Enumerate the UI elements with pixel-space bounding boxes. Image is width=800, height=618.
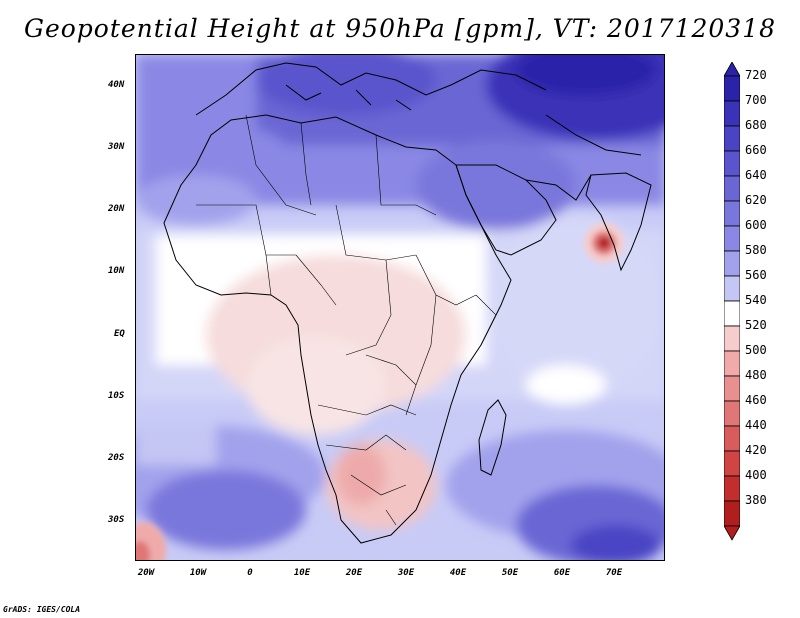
colorbar-label-540: 540 — [745, 293, 767, 307]
colorbar-swatch-480 — [723, 375, 741, 402]
colorbar-swatch-500 — [723, 350, 741, 377]
colorbar-label-560: 560 — [745, 268, 767, 282]
lat-label-30n: 30N — [108, 142, 125, 152]
colorbar-swatch-680 — [723, 125, 741, 152]
grads-credit: GrADS: IGES/COLA — [3, 605, 81, 614]
colorbar-label-480: 480 — [745, 368, 767, 382]
colorbar-bottom-arrow — [723, 525, 741, 541]
colorbar-swatch-700 — [723, 100, 741, 127]
colorbar-label-580: 580 — [745, 243, 767, 257]
colorbar-swatch-420 — [723, 450, 741, 477]
map-panel — [135, 54, 665, 561]
lon-label-20w: 20W — [137, 568, 155, 578]
colorbar-label-700: 700 — [745, 93, 767, 107]
low-centers — [136, 223, 624, 560]
colorbar-label-400: 400 — [745, 468, 767, 482]
colorbar-swatch-400 — [723, 475, 741, 502]
colorbar-swatch-660 — [723, 150, 741, 177]
colorbar-swatch-640 — [723, 175, 741, 202]
colorbar-swatch-460 — [723, 400, 741, 427]
lon-label-20e: 20E — [345, 568, 363, 578]
colorbar-svg — [723, 61, 741, 541]
colorbar-label-440: 440 — [745, 418, 767, 432]
colorbar-swatch-560 — [723, 275, 741, 302]
lat-label-20n: 20N — [108, 204, 125, 214]
height-field — [136, 55, 664, 560]
colorbar-swatch-540 — [723, 300, 741, 327]
lon-label-60e: 60E — [553, 568, 571, 578]
lon-label-10w: 10W — [189, 568, 207, 578]
colorbar-label-380: 380 — [745, 493, 767, 507]
lat-label-30s: 30S — [108, 515, 125, 525]
lon-label-40e: 40E — [449, 568, 467, 578]
coastlines — [163, 62, 652, 544]
country-borders — [196, 114, 497, 526]
colorbar-label-460: 460 — [745, 393, 767, 407]
colorbar-swatch-720 — [723, 75, 741, 102]
colorbar-swatch-380 — [723, 500, 741, 527]
colorbar-swatch-620 — [723, 200, 741, 227]
colorbar-swatch-580 — [723, 250, 741, 277]
colorbar-label-680: 680 — [745, 118, 767, 132]
colorbar-swatch-600 — [723, 225, 741, 252]
lon-label-70e: 70E — [605, 568, 623, 578]
lat-label-10n: 10N — [108, 266, 125, 276]
lon-label-30e: 30E — [397, 568, 415, 578]
lon-label-10e: 10E — [293, 568, 311, 578]
lat-label-20s: 20S — [108, 453, 125, 463]
chart-title: Geopotential Height at 950hPa [gpm], VT:… — [23, 14, 777, 43]
lon-label-0: 0 — [247, 568, 253, 578]
colorbar-label-660: 660 — [745, 143, 767, 157]
map-svg — [136, 55, 664, 560]
colorbar-swatch-440 — [723, 425, 741, 452]
colorbar-label-420: 420 — [745, 443, 767, 457]
colorbar-label-600: 600 — [745, 218, 767, 232]
colorbar-label-520: 520 — [745, 318, 767, 332]
colorbar-label-720: 720 — [745, 68, 767, 82]
colorbar-label-640: 640 — [745, 168, 767, 182]
colorbar-swatch-520 — [723, 325, 741, 352]
lat-label-10s: 10S — [108, 391, 125, 401]
colorbar-label-500: 500 — [745, 343, 767, 357]
colorbar-top-arrow — [723, 61, 741, 77]
colorbar-label-620: 620 — [745, 193, 767, 207]
lat-label-eq: EQ — [114, 329, 125, 339]
colorbar — [723, 61, 741, 545]
lon-label-50e: 50E — [501, 568, 519, 578]
lat-label-40n: 40N — [108, 80, 125, 90]
